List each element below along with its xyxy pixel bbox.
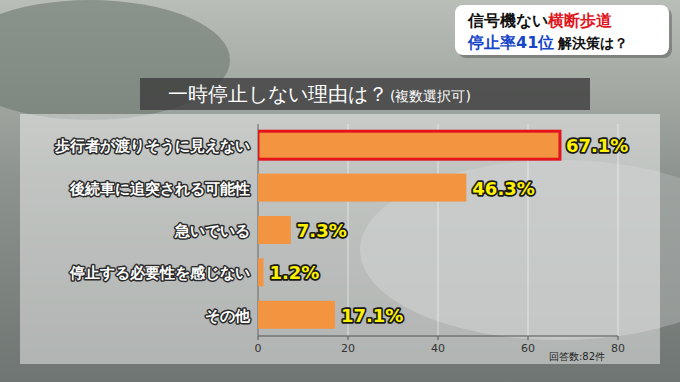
tick-mark (348, 336, 349, 340)
category-label: 停止する必要性を感じない (69, 264, 250, 282)
bar (258, 131, 560, 159)
note: 回答数:82件 (549, 351, 605, 362)
tick-label: 80 (611, 342, 625, 355)
title-text: 一時停止しない理由は？ (168, 82, 388, 106)
bar (258, 216, 291, 244)
data-label: 46.3% (472, 178, 534, 199)
subtitle: (複数選択可) (390, 88, 471, 104)
x-axis (258, 336, 618, 337)
headline-box (455, 5, 669, 55)
tick-label: 40 (431, 342, 445, 355)
tick-label: 20 (341, 342, 355, 355)
headline-part: 停止率41位 (467, 33, 554, 52)
data-label: 67.1% (566, 135, 628, 156)
headline-part: 横断歩道 (547, 11, 613, 30)
category-label: 歩行者が渡りそうに見えない (54, 137, 250, 155)
category-label: その他 (205, 307, 251, 325)
category-label: 急いでいる (174, 222, 250, 240)
page: 信号機ない横断歩道停止率41位解決策は？一時停止しない理由は？(複数選択可)02… (0, 0, 680, 382)
stage: 信号機ない横断歩道停止率41位解決策は？一時停止しない理由は？(複数選択可)02… (0, 0, 680, 382)
category-label: 後続車に追突される可能性 (69, 180, 250, 198)
chart: 信号機ない横断歩道停止率41位解決策は？一時停止しない理由は？(複数選択可)02… (0, 0, 680, 382)
data-label: 1.2% (269, 262, 319, 283)
bars (258, 131, 560, 329)
data-label: 17.1% (341, 305, 403, 326)
headline-part: 解決策は？ (557, 35, 628, 51)
title-bar (140, 78, 590, 110)
data-label: 7.3% (297, 220, 347, 241)
bar (258, 258, 263, 286)
headline-part: 信号機ない (467, 11, 548, 30)
tick-mark (258, 336, 259, 340)
title: 一時停止しない理由は？(複数選択可) (168, 82, 471, 106)
headline: 停止率41位解決策は？ (467, 33, 628, 52)
tick-mark (618, 336, 619, 340)
tick-label: 0 (255, 342, 262, 355)
bar (258, 174, 466, 202)
bar (258, 301, 335, 329)
headline: 信号機ない横断歩道 (467, 11, 613, 30)
tick-mark (438, 336, 439, 340)
tick-label: 60 (521, 342, 535, 355)
tick-mark (528, 336, 529, 340)
chart-panel (20, 114, 660, 364)
